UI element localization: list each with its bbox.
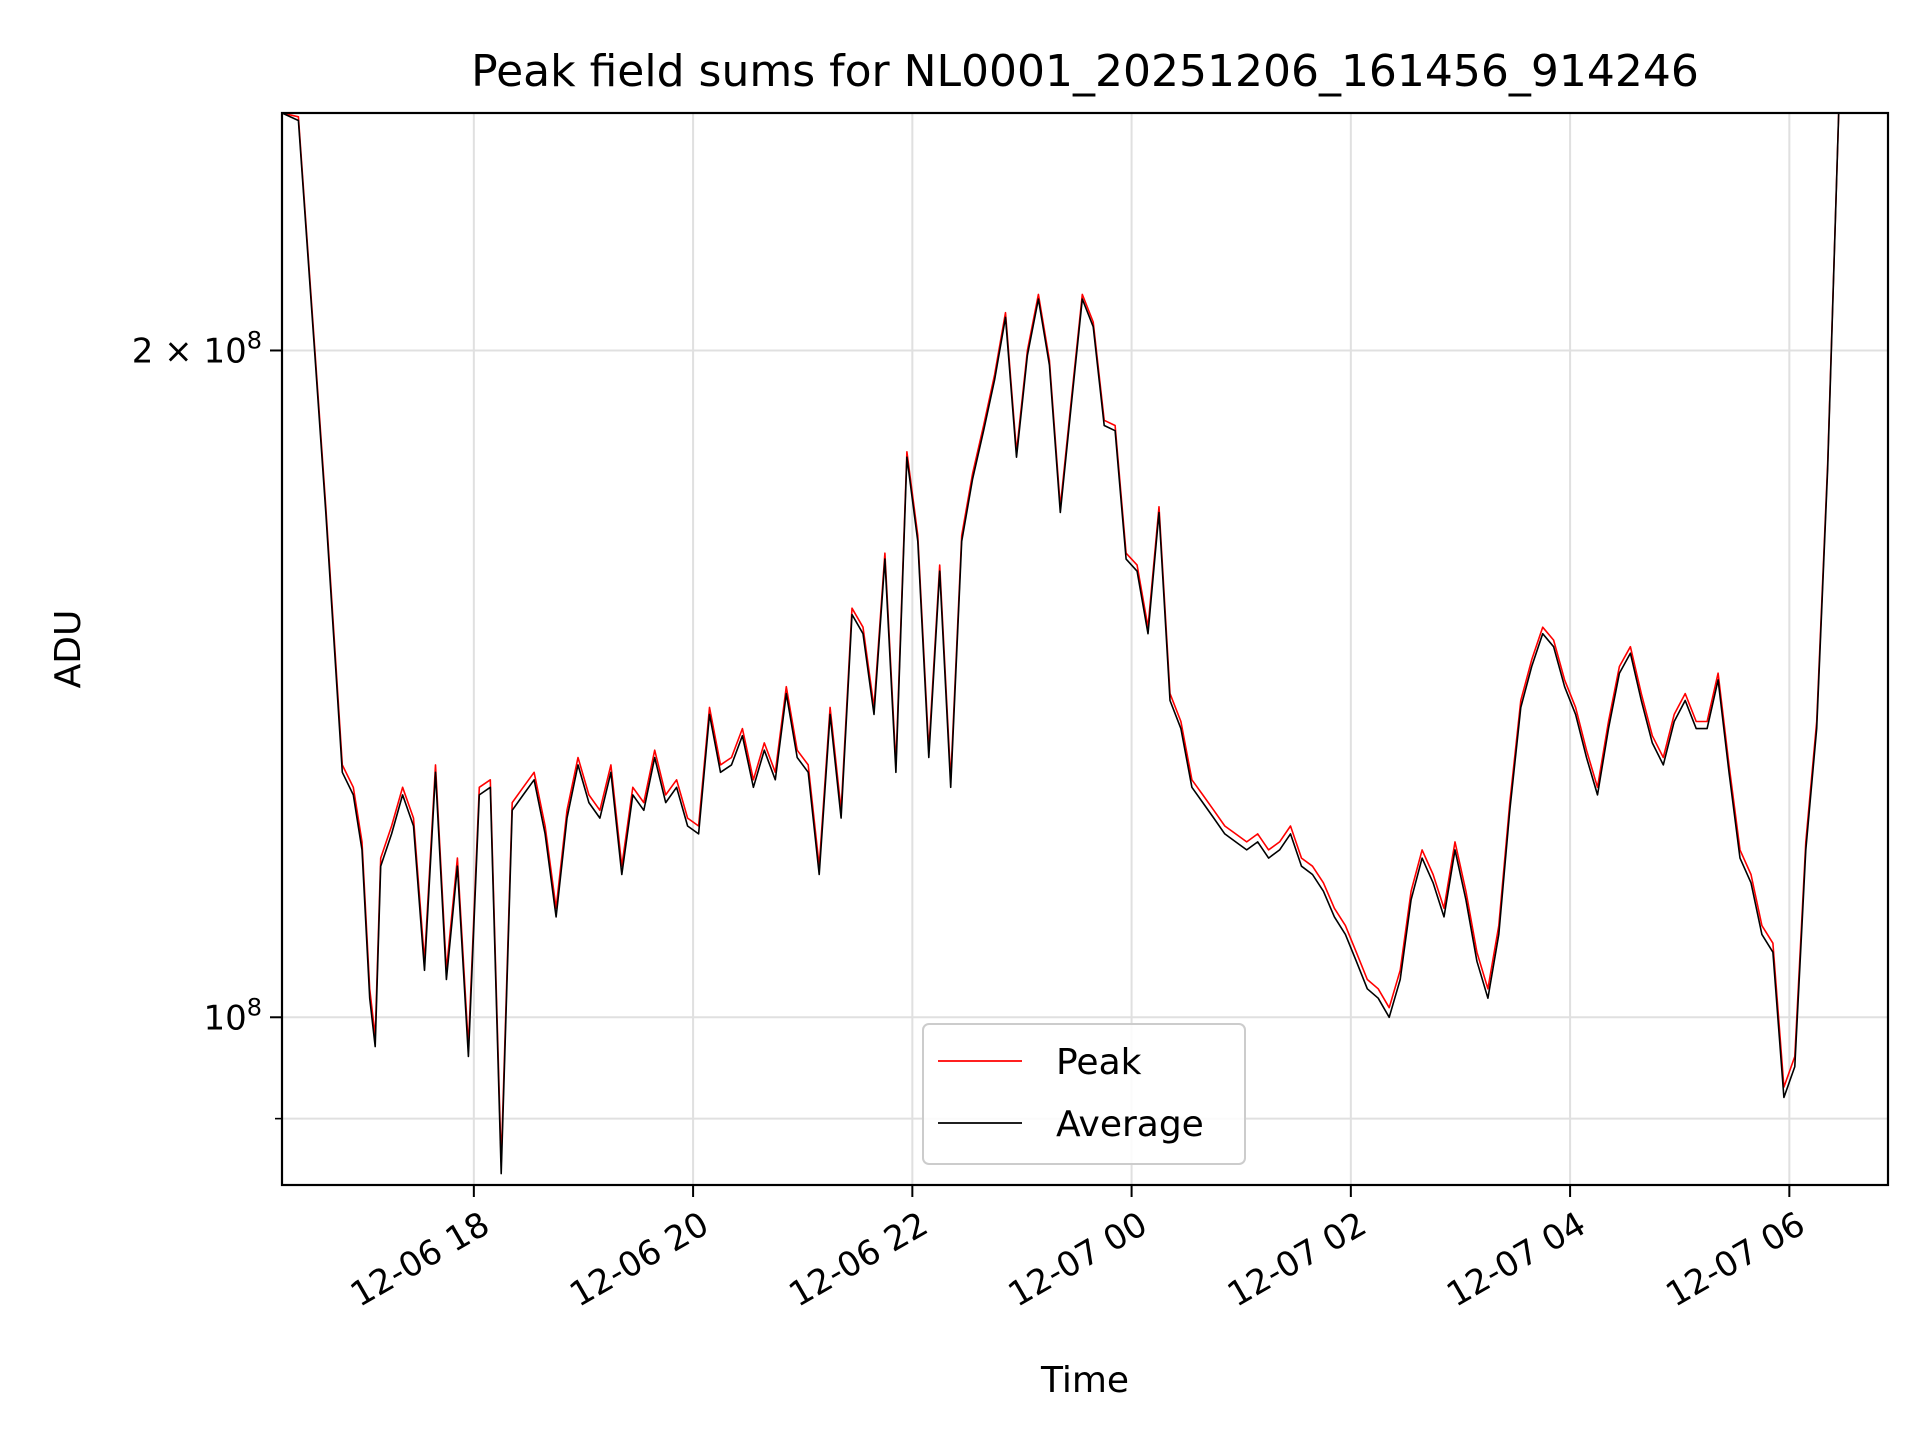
y-axis-label: ADU — [48, 610, 89, 689]
legend: Peak Average — [922, 1023, 1246, 1165]
y-tick-label-exp: 8 — [247, 326, 262, 354]
series-layer — [281, 112, 1840, 1175]
average-line — [281, 112, 1840, 1175]
y-tick-label-base: 10 — [203, 998, 246, 1038]
legend-peak-label: Peak — [1056, 1042, 1142, 1083]
y-tick-label: 2 × 108 — [132, 326, 262, 371]
y-tick-label-base: 10 — [203, 331, 246, 371]
grid — [282, 113, 1888, 1185]
y-tick-label-prefix: 2 × — [132, 331, 204, 371]
plot-frame — [280, 111, 1890, 1187]
x-axis-label: Time — [1040, 1360, 1129, 1401]
chart-title: Peak field sums for NL0001_20251206_1614… — [471, 46, 1699, 97]
legend-box — [922, 1023, 1246, 1165]
y-tick-label-exp: 8 — [247, 993, 262, 1021]
legend-average-label: Average — [1056, 1104, 1204, 1145]
y-tick-label: 108 — [203, 993, 262, 1038]
